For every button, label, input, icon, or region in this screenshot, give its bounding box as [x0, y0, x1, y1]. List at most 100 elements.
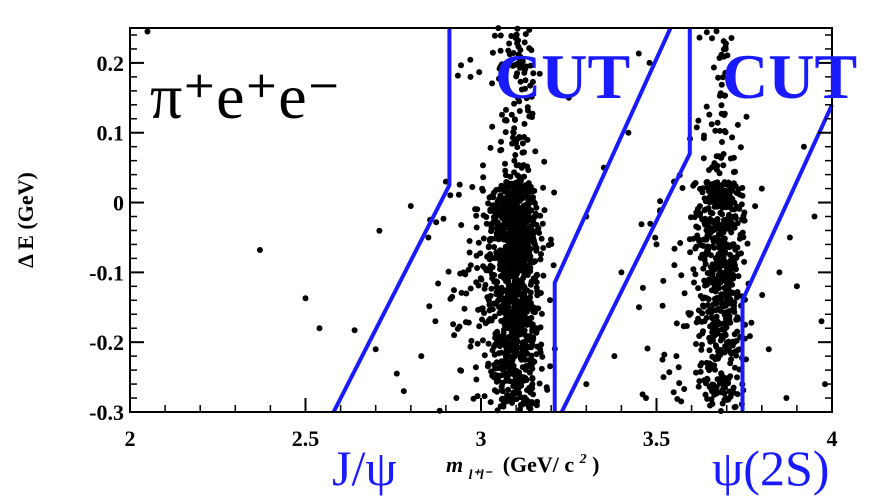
data-point [495, 233, 502, 240]
data-point [702, 198, 709, 205]
data-point [719, 139, 725, 145]
data-point [537, 346, 544, 353]
data-point [505, 323, 512, 330]
data-point [647, 220, 654, 227]
data-point [500, 75, 507, 82]
data-point [489, 123, 496, 130]
data-point [523, 315, 530, 322]
jpsi-label: J/ψ [332, 440, 397, 496]
data-point [498, 372, 504, 379]
data-point [487, 292, 494, 299]
data-point [718, 154, 724, 161]
data-point [708, 121, 715, 128]
data-point [499, 395, 506, 402]
data-point [468, 337, 475, 344]
data-point [720, 303, 727, 310]
data-point [491, 351, 498, 358]
data-point [461, 305, 468, 312]
data-point [711, 160, 718, 167]
data-point [720, 38, 727, 45]
data-point [707, 229, 714, 236]
data-point [481, 393, 488, 400]
data-point [514, 193, 521, 200]
data-point [709, 388, 715, 395]
data-point [498, 138, 504, 145]
data-point [491, 32, 498, 39]
data-point [515, 307, 522, 314]
data-point [721, 179, 728, 186]
data-point [484, 253, 491, 260]
data-point [533, 204, 540, 211]
data-point [721, 128, 728, 134]
data-point [514, 204, 521, 210]
data-point [738, 201, 745, 208]
data-point [522, 85, 528, 92]
data-point [734, 391, 741, 398]
data-point [485, 200, 492, 207]
data-point-outlier [818, 318, 825, 325]
data-point [712, 288, 719, 295]
x-tick-label: 3.5 [643, 426, 671, 451]
data-point [696, 34, 703, 41]
x-axis-subscript: l⁺l⁻ [469, 468, 493, 483]
data-point [683, 323, 690, 329]
data-point [725, 284, 732, 291]
data-point [700, 243, 707, 249]
data-point [539, 353, 546, 360]
data-point [638, 221, 645, 228]
data-point [722, 343, 729, 350]
data-point [691, 180, 698, 187]
data-point [530, 259, 537, 266]
data-point [693, 223, 700, 230]
data-point [693, 341, 699, 347]
data-point [526, 45, 533, 52]
data-point [503, 373, 510, 380]
data-point [487, 236, 493, 243]
data-point [539, 220, 546, 227]
data-point [701, 219, 708, 226]
data-point [547, 236, 554, 243]
data-point [537, 256, 544, 263]
data-point [731, 404, 738, 411]
data-point [734, 220, 741, 227]
data-point [510, 265, 517, 272]
data-point [538, 365, 545, 372]
data-point-outlier [811, 213, 818, 220]
data-point [681, 386, 688, 392]
data-point [697, 362, 704, 369]
cut-label-right: CUT [722, 41, 857, 112]
data-point [527, 281, 534, 288]
data-point-outlier [425, 234, 432, 241]
data-point [701, 318, 708, 325]
data-point [490, 214, 497, 221]
data-point [675, 364, 682, 371]
data-point [728, 221, 735, 227]
data-point [715, 256, 722, 263]
data-point [707, 279, 714, 286]
data-point [717, 228, 724, 235]
data-point [722, 292, 729, 299]
data-point [514, 246, 521, 253]
data-point [473, 224, 480, 231]
x-tick-label: 4 [827, 426, 838, 451]
data-point [493, 289, 500, 295]
data-point [469, 184, 476, 190]
data-point [527, 389, 534, 396]
data-point [505, 304, 512, 311]
data-point [696, 333, 703, 339]
data-point [491, 313, 498, 320]
data-point [485, 340, 492, 347]
data-point [500, 261, 507, 268]
data-point [495, 377, 502, 384]
data-point [686, 236, 693, 243]
data-point [523, 338, 530, 345]
data-point [499, 111, 505, 118]
data-point [525, 205, 532, 212]
data-point [519, 281, 526, 288]
data-point [456, 323, 463, 330]
data-point [508, 287, 515, 294]
data-point-outlier [302, 295, 309, 302]
data-point [719, 400, 726, 407]
data-point [730, 384, 737, 391]
